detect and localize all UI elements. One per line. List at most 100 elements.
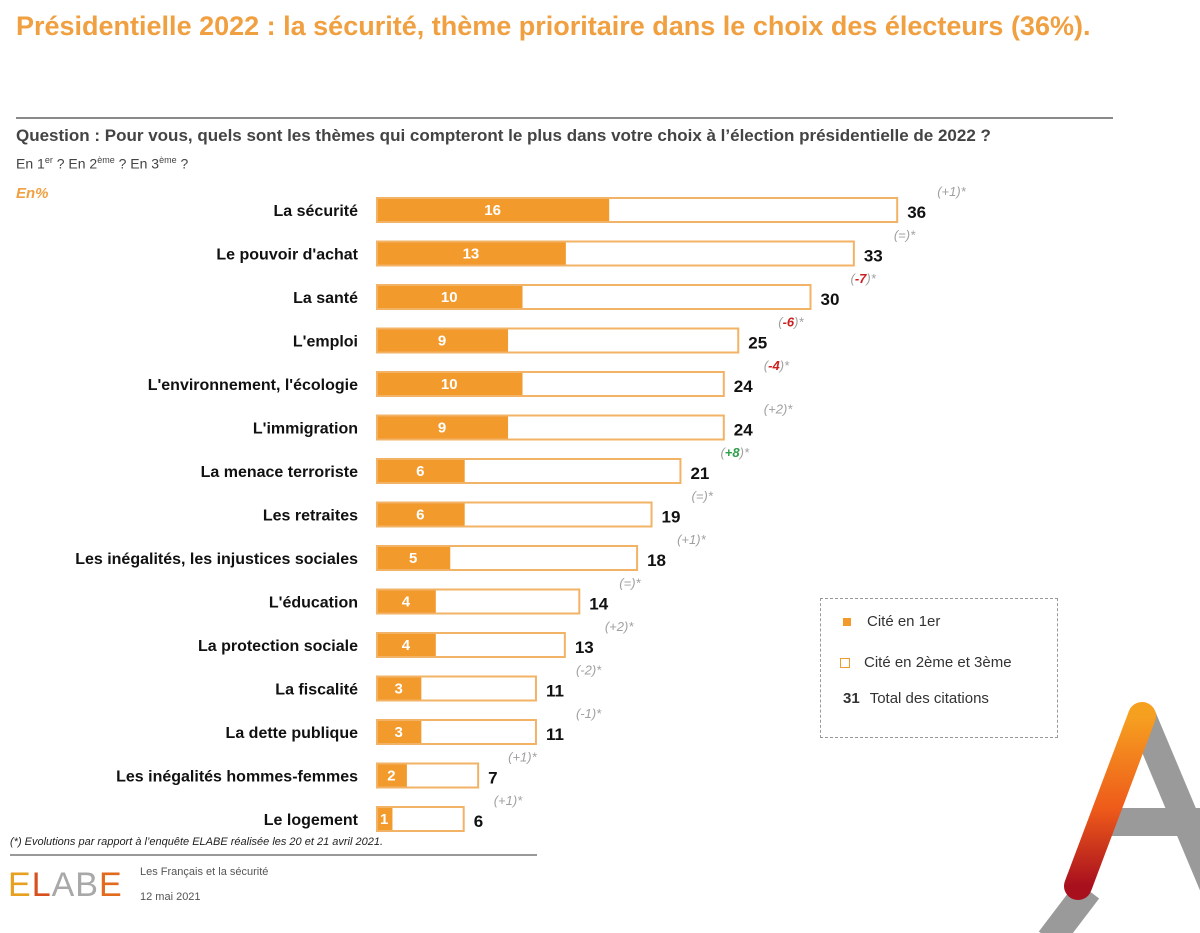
elabe-logo: ELABE <box>8 866 123 905</box>
sub-part: ? <box>176 155 189 172</box>
evolution-label: (+8)* <box>720 445 750 460</box>
category-label: Le logement <box>264 812 359 829</box>
legend-item-total: 31 Total des citations <box>839 690 989 707</box>
category-label: L'emploi <box>293 334 358 351</box>
bar-total-label: 14 <box>589 595 608 614</box>
category-label: Le pouvoir d'achat <box>216 247 358 264</box>
evolution-label: (+1)* <box>937 184 966 199</box>
bar-first-label: 13 <box>463 246 480 263</box>
legend-item-second: Cité en 2ème et 3ème <box>839 654 1012 671</box>
category-label: Les inégalités, les injustices sociales <box>75 551 358 568</box>
sub-part: En 1 <box>16 155 45 172</box>
legend-total-value: 31 <box>843 690 860 707</box>
bar-total-label: 24 <box>734 421 753 440</box>
bar-first-label: 10 <box>441 289 458 306</box>
bar-first-label: 4 <box>402 637 411 654</box>
logo-letter: E <box>8 866 32 904</box>
bar-total-label: 33 <box>864 247 883 266</box>
bar-first <box>378 590 436 613</box>
sub-sup: ème <box>159 155 177 165</box>
bar-first <box>378 764 407 787</box>
logo-letter: B <box>75 866 99 904</box>
bar-first-label: 9 <box>438 420 446 437</box>
category-label: La dette publique <box>226 725 359 742</box>
bar-first <box>378 808 393 830</box>
evolution-label: (+2)* <box>605 619 634 634</box>
question-text: Question : Pour vous, quels sont les thè… <box>16 126 991 145</box>
bar-first-label: 6 <box>416 463 424 480</box>
bar-first-label: 16 <box>484 202 501 219</box>
evolution-label: (+1)* <box>508 750 537 765</box>
bar-first <box>378 677 422 700</box>
legend-label: Cité en 2ème et 3ème <box>864 654 1012 671</box>
legend-item-first: Cité en 1er <box>839 613 940 630</box>
bar-first-label: 2 <box>387 768 395 785</box>
sub-part: ? En 2 <box>52 155 98 172</box>
bar-first-label: 9 <box>438 333 446 350</box>
category-label: L'immigration <box>253 421 358 438</box>
bar-first-label: 4 <box>402 594 411 611</box>
category-label: La protection sociale <box>198 638 358 655</box>
bar-total-label: 21 <box>690 464 709 483</box>
unit-label: En% <box>16 185 49 202</box>
logo-letter: A <box>51 866 76 904</box>
logo-letter: E <box>98 866 123 904</box>
legend: Cité en 1er Cité en 2ème et 3ème 31 Tota… <box>820 598 1058 738</box>
category-label: La fiscalité <box>275 682 358 699</box>
bar-first <box>378 721 422 743</box>
category-label: La santé <box>293 290 358 307</box>
legend-swatch-filled <box>843 617 851 626</box>
evolution-label: (+1)* <box>677 532 706 547</box>
sub-sup: ème <box>97 155 115 165</box>
bar-first <box>378 460 465 482</box>
category-label: Les inégalités hommes-femmes <box>116 769 358 786</box>
evolution-label: (=)* <box>619 576 641 591</box>
bar-total-label: 24 <box>734 377 753 396</box>
bar-total-label: 11 <box>546 725 564 744</box>
evolution-label: (+1)* <box>494 793 523 808</box>
evolution-label: (-4)* <box>764 358 790 373</box>
logo-letter: L <box>31 866 52 904</box>
sub-sup: er <box>44 155 53 165</box>
bar-first <box>378 634 436 656</box>
bar-total-label: 11 <box>546 682 564 701</box>
evolution-label: (-6)* <box>778 315 804 330</box>
category-label: Les retraites <box>263 508 358 525</box>
bar-first <box>378 547 451 569</box>
bar-total-label: 6 <box>474 812 483 831</box>
bar-first <box>378 199 610 221</box>
bar-first-label: 10 <box>441 376 458 393</box>
subquestion-text: En 1er ? En 2ème ? En 3ème ? <box>16 155 188 172</box>
bar-first <box>378 373 523 395</box>
bar-total-label: 30 <box>821 290 840 309</box>
bar-total-label: 18 <box>647 551 666 570</box>
footnote: (*) Evolutions par rapport à l’enquête E… <box>10 836 383 848</box>
bar-first-label: 3 <box>395 724 403 741</box>
bar-first <box>378 329 509 352</box>
bar-first <box>378 503 465 526</box>
brand-a-icon <box>1038 702 1200 933</box>
legend-swatch-empty <box>840 657 850 668</box>
evolution-label: (=)* <box>894 228 916 243</box>
bar-first <box>378 242 566 265</box>
sub-part: ? En 3 <box>114 155 160 172</box>
category-label: La menace terroriste <box>201 464 359 481</box>
bar-first <box>378 286 523 308</box>
bar-total-label: 25 <box>748 334 767 353</box>
bar-first-label: 5 <box>409 550 417 567</box>
bar-total-label: 19 <box>662 508 681 527</box>
evolution-label: (=)* <box>692 489 714 504</box>
bar-total-label: 13 <box>575 638 594 657</box>
bar-first-label: 6 <box>416 507 424 524</box>
source-date: 12 mai 2021 <box>140 891 201 903</box>
legend-label: Cité en 1er <box>867 613 941 630</box>
evolution-label: (-2)* <box>576 663 602 678</box>
source-title: Les Français et la sécurité <box>140 866 269 878</box>
title-divider <box>16 117 1113 119</box>
category-label: L'environnement, l'écologie <box>148 377 358 394</box>
bar-first-label: 3 <box>395 681 403 698</box>
legend-label: Total des citations <box>869 690 989 707</box>
bar-total-label: 7 <box>488 769 497 788</box>
bar-first <box>378 416 509 439</box>
evolution-label: (-1)* <box>576 706 602 721</box>
